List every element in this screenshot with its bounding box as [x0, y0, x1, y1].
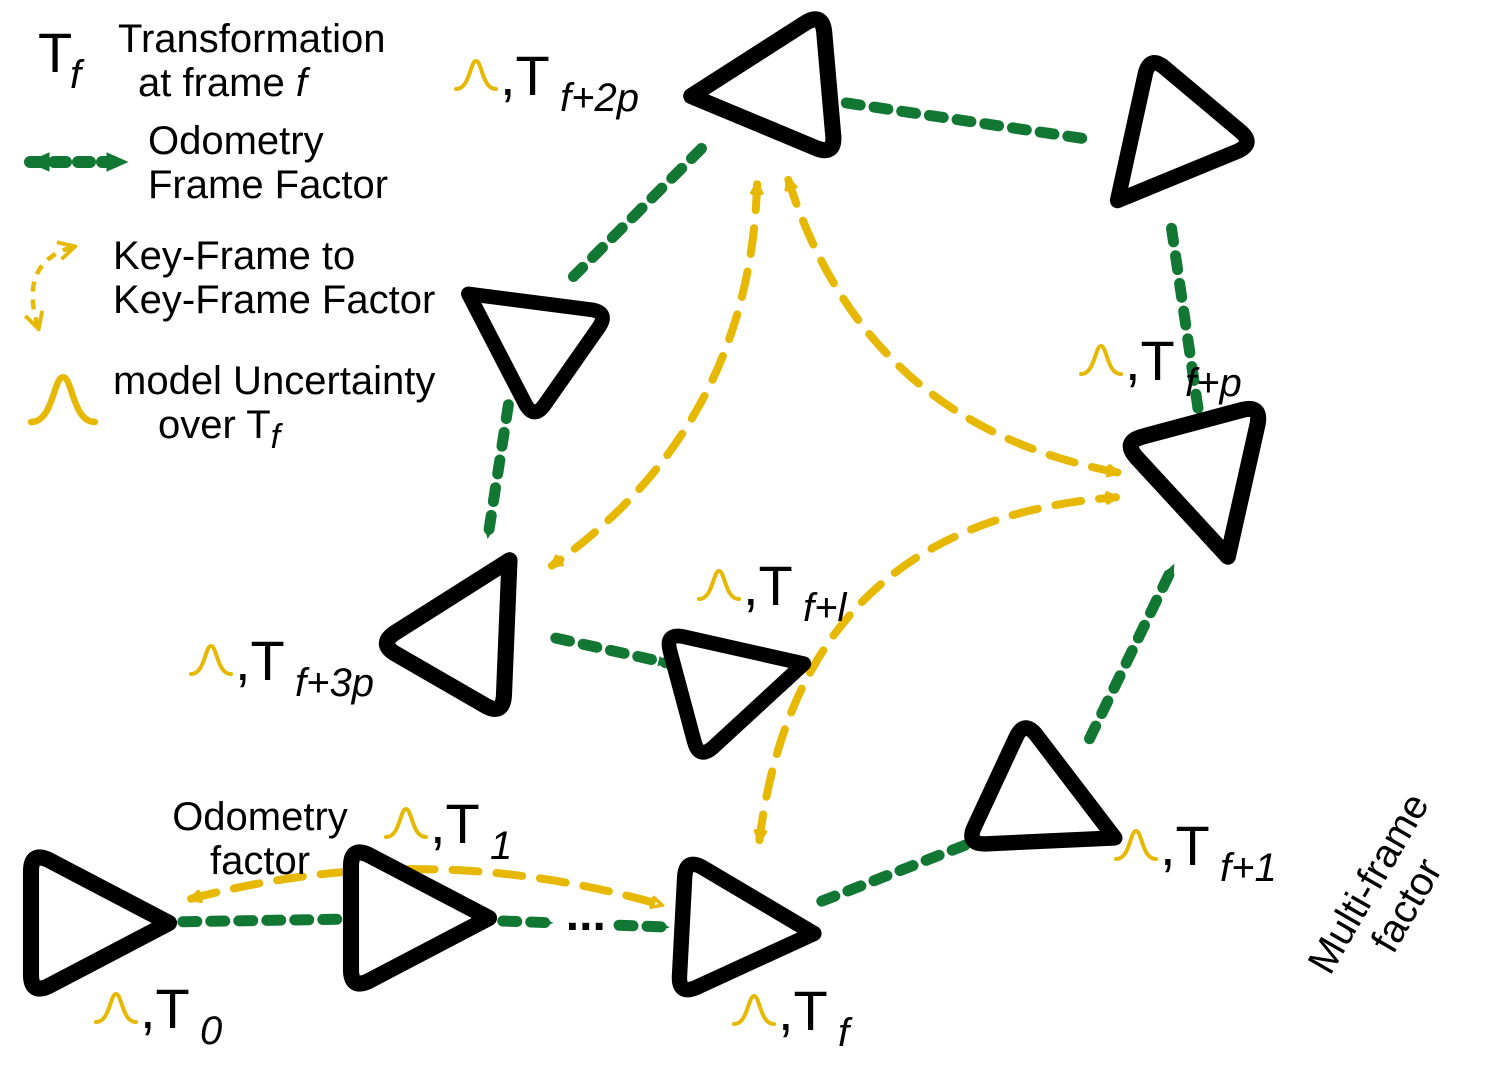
node-label: ,T [430, 792, 480, 855]
svg-text:Multi-framefactor: Multi-framefactor [1300, 786, 1476, 1003]
uncertainty-bell-icon [96, 994, 136, 1022]
node-label-sub: f+p [1185, 361, 1242, 405]
node-label: ,T [140, 977, 190, 1040]
pose-node-nf1 [969, 725, 1142, 895]
node-label: ,T [500, 44, 550, 107]
node-label: ,T [743, 554, 793, 617]
pose-node-nfpR [1070, 59, 1251, 241]
svg-text:OdometryFrame Factor: OdometryFrame Factor [148, 119, 388, 207]
node-label-sub: f [838, 1011, 853, 1055]
uncertainty-bell-icon [734, 996, 774, 1024]
uncertainty-bell-icon [699, 571, 739, 599]
node-label: ,T [1160, 814, 1210, 877]
node-label-sub: 0 [200, 1009, 222, 1053]
svg-text:Key-Frame toKey-Frame Factor: Key-Frame toKey-Frame Factor [113, 234, 435, 322]
uncertainty-bell-icon [191, 646, 231, 674]
odom-edge [842, 102, 1082, 138]
node-label-sub: f+1 [1220, 846, 1277, 890]
node-label: ,T [1125, 329, 1175, 392]
node-label: ,T [778, 979, 828, 1042]
svg-text:model Uncertaintyover Tf: model Uncertaintyover Tf [113, 359, 435, 456]
odom-edge [488, 405, 509, 538]
legend-item-keyframe: Key-Frame toKey-Frame Factor [33, 234, 436, 327]
node-label: ,T [235, 629, 285, 692]
node-label-sub: f+2p [560, 76, 639, 120]
pose-node-n0 [31, 857, 169, 988]
uncertainty-bell-icon [386, 809, 426, 837]
legend: Tf Transformationat frame f OdometryFrame … [30, 17, 435, 456]
odom-edge [503, 921, 553, 923]
odom-edge [556, 638, 669, 663]
svg-text:T: T [38, 21, 72, 84]
legend-item-uncertainty: model Uncertaintyover Tf [31, 359, 435, 456]
svg-text:f: f [70, 53, 85, 97]
pose-node-nf2p [686, 19, 835, 162]
factor-graph-diagram: ...,T0,T1,Tf,Tf+1,Tf+p,Tf+2p,Tf+3p,Tf+lO… [0, 0, 1504, 1080]
multiframe-factor-label: Multi-framefactor [1300, 786, 1476, 1003]
node-label-sub: f+3p [295, 661, 374, 705]
pose-node-nfp [1129, 406, 1291, 573]
legend-item-odometry: OdometryFrame Factor [30, 119, 388, 207]
uncertainty-bell-icon [456, 61, 496, 89]
pose-node-nfl [667, 606, 820, 754]
pose-node-nf3p [384, 527, 567, 712]
legend-item-transformation: Tf Transformationat frame f [38, 17, 386, 105]
keyframe-edge [788, 180, 1117, 473]
keyframe-edge [552, 184, 757, 565]
odom-edge [822, 839, 981, 901]
uncertainty-bell-icon [31, 377, 95, 422]
node-label-sub: 1 [490, 824, 512, 868]
odom-edge [619, 925, 669, 927]
odom-edge [1090, 565, 1174, 739]
uncertainty-bell-icon [1081, 346, 1121, 374]
odometry-factor-label: Odometryfactor [172, 795, 348, 883]
ellipsis: ... [566, 888, 606, 941]
odom-edge [183, 919, 337, 921]
pose-node-nf [679, 864, 817, 996]
svg-text:Transformationat frame f: Transformationat frame f [118, 17, 386, 105]
odom-edge [573, 149, 701, 277]
node-label-sub: f+l [803, 586, 847, 630]
